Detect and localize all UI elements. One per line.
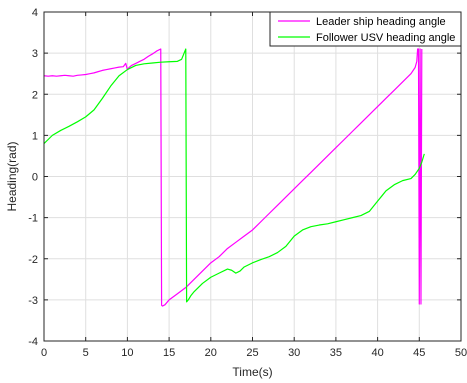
legend-box — [269, 11, 462, 47]
x-tick-label: 45 — [413, 347, 425, 359]
y-tick-label: 3 — [32, 48, 38, 60]
y-tick-label: 0 — [32, 172, 38, 184]
legend: Leader ship heading angle Follower USV he… — [269, 11, 462, 47]
y-tick-label: -3 — [28, 295, 38, 307]
x-tick-label: 15 — [163, 347, 175, 359]
x-tick-label: 10 — [121, 347, 133, 359]
y-tick-label: -2 — [28, 254, 38, 266]
x-tick-label: 20 — [205, 347, 217, 359]
x-tick-label: 50 — [455, 347, 467, 359]
y-tick-label: -4 — [28, 336, 38, 348]
y-tick-label: -1 — [28, 213, 38, 225]
legend-label-follower: Follower USV heading angle — [316, 32, 455, 44]
x-tick-label: 30 — [288, 347, 300, 359]
x-tick-label: 35 — [330, 347, 342, 359]
x-tick-labels: 0 5 10 15 20 25 30 35 40 45 50 — [41, 347, 467, 359]
legend-label-leader: Leader ship heading angle — [316, 16, 446, 28]
x-tick-label: 25 — [246, 347, 258, 359]
series-lines — [43, 48, 425, 307]
y-tick-label: 2 — [32, 89, 38, 101]
series-line-leader — [43, 48, 423, 307]
x-axis-label: Time(s) — [232, 365, 272, 379]
x-tick-label: 40 — [371, 347, 383, 359]
x-tick-label: 0 — [41, 347, 47, 359]
y-tick-label: 4 — [32, 7, 38, 19]
series-line-follower — [43, 48, 425, 303]
y-tick-labels: -4 -3 -2 -1 0 1 2 3 4 — [28, 7, 38, 348]
y-axis-label: Heading(rad) — [5, 141, 19, 211]
x-tick-label: 5 — [83, 347, 89, 359]
y-tick-label: 1 — [32, 130, 38, 142]
